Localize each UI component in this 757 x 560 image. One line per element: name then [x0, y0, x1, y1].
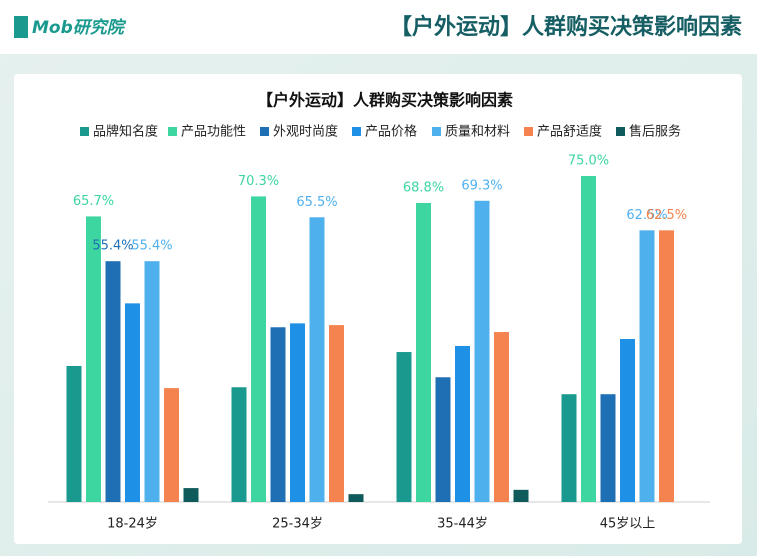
x-tick-label: 35-44岁: [437, 517, 488, 532]
bar: [125, 303, 140, 502]
legend-label: 质量和材料: [445, 125, 510, 140]
value-label: 62.5%: [646, 208, 687, 223]
bar: [581, 176, 596, 502]
value-label: 69.3%: [461, 178, 502, 193]
logo: Mob研究院: [32, 18, 127, 38]
bar: [416, 202, 431, 502]
bar: [348, 494, 364, 502]
bar: [183, 488, 199, 502]
bar: [290, 323, 305, 502]
bar: [105, 261, 121, 502]
legend-label: 外观时尚度: [273, 124, 338, 140]
legend-label: 产品价格: [365, 124, 417, 140]
legend-label: 品牌知名度: [93, 124, 158, 140]
legend-swatch: [80, 127, 89, 136]
bar: [309, 217, 325, 502]
bar: [396, 352, 412, 502]
bar: [600, 394, 616, 502]
logo-icon: [14, 16, 28, 38]
legend-label: 产品功能性: [181, 125, 246, 140]
value-label: 55.4%: [92, 239, 133, 254]
bar: [455, 345, 470, 502]
bar: [561, 394, 577, 502]
legend-swatch: [168, 127, 177, 136]
legend-swatch: [260, 127, 269, 136]
bar: [659, 230, 674, 503]
chart-card: [14, 74, 742, 544]
legend-label: 产品舒适度: [537, 124, 602, 140]
bar: [435, 377, 451, 502]
bar: [86, 216, 101, 502]
bar: [231, 387, 247, 502]
value-label: 62.5%: [626, 208, 667, 223]
legend-swatch: [352, 127, 361, 136]
x-tick-label: 45岁以上: [600, 517, 656, 532]
legend-swatch: [524, 127, 533, 136]
header-bar: [0, 0, 757, 54]
x-tick-label: 18-24岁: [107, 517, 158, 532]
legend-label: 售后服务: [629, 124, 681, 140]
bar: [329, 325, 344, 502]
legend-swatch: [616, 127, 625, 136]
value-label: 75.0%: [568, 154, 609, 169]
bar: [251, 196, 266, 503]
x-tick-label: 25-34岁: [272, 517, 323, 532]
value-label: 65.7%: [73, 194, 114, 209]
bar: [164, 388, 179, 502]
value-label: 68.8%: [403, 180, 444, 195]
bar: [513, 489, 529, 502]
bar: [144, 261, 160, 502]
bar: [270, 327, 286, 502]
bar: [474, 200, 490, 502]
bar: [639, 230, 655, 503]
chart-title: 【户外运动】人群购买决策影响因素: [257, 91, 513, 110]
bar: [494, 332, 509, 502]
value-label: 55.4%: [131, 239, 172, 254]
value-label: 65.5%: [296, 195, 337, 210]
header-title: 【户外运动】人群购买决策影响因素: [390, 14, 742, 40]
bar: [66, 365, 82, 502]
bar: [620, 339, 635, 502]
legend-swatch: [432, 127, 441, 136]
value-label: 70.3%: [238, 174, 279, 189]
